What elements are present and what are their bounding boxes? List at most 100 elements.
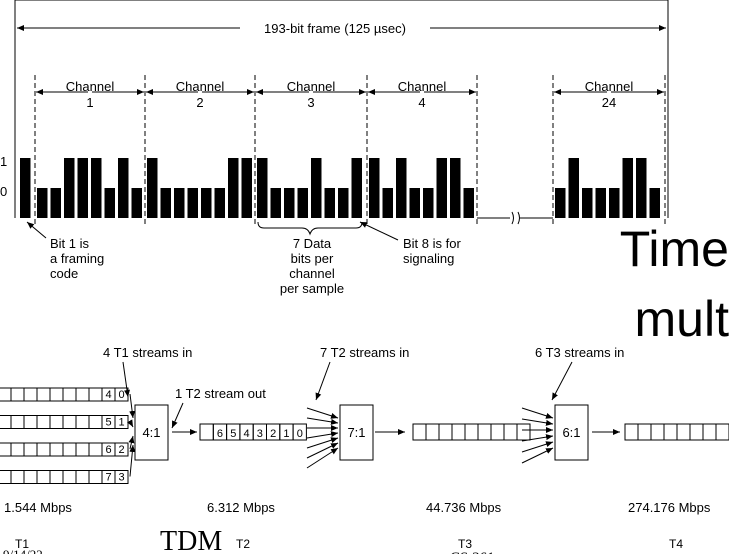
cell	[650, 423, 665, 441]
label: T3	[458, 537, 472, 551]
bit-bar	[297, 188, 308, 218]
label: 1	[118, 417, 124, 429]
cell	[75, 470, 90, 484]
label: 7:1	[347, 425, 365, 440]
bit-bar	[450, 158, 461, 218]
cell	[477, 423, 492, 441]
cell	[88, 470, 103, 484]
cell	[10, 387, 25, 402]
bit-bar	[257, 158, 268, 218]
cell	[0, 470, 12, 484]
cell	[75, 387, 90, 402]
cell	[23, 415, 38, 429]
label: TDM	[160, 526, 222, 554]
label: a framing	[50, 251, 104, 266]
bit-bar	[396, 158, 407, 218]
mask	[281, 78, 341, 88]
cell	[23, 387, 38, 402]
label: 1.544 Mbps	[4, 500, 72, 515]
bit-bar	[201, 188, 212, 218]
cell	[62, 387, 77, 402]
label: 2	[270, 428, 276, 440]
label: 1	[283, 428, 289, 440]
cell	[75, 415, 90, 429]
label: Channel	[287, 79, 336, 94]
cell	[0, 442, 12, 457]
bit-bar	[382, 188, 393, 218]
line	[306, 437, 339, 449]
cell	[10, 415, 25, 429]
cell	[438, 423, 453, 441]
cell	[23, 470, 38, 484]
cell	[0, 415, 12, 429]
label: Bit 8 is for	[403, 236, 461, 251]
cell	[88, 415, 103, 429]
mask	[60, 78, 120, 88]
line	[521, 418, 554, 426]
brace	[257, 221, 363, 236]
bit-bar	[369, 158, 380, 218]
label: 4:1	[142, 425, 160, 440]
line	[521, 441, 554, 453]
line	[306, 417, 339, 425]
mask	[579, 78, 639, 88]
line	[306, 431, 339, 439]
label: 4 T1 streams in	[103, 345, 192, 360]
label: 1	[86, 95, 93, 110]
line	[171, 402, 184, 429]
label: channel	[289, 266, 335, 281]
bit-bar	[187, 188, 198, 218]
cell	[715, 423, 729, 441]
cell	[676, 423, 691, 441]
cell	[451, 423, 466, 441]
label: 44.736 Mbps	[426, 500, 502, 515]
bit-bar	[50, 188, 61, 218]
bit-bar	[351, 158, 362, 218]
cell	[88, 442, 103, 457]
label: 6	[217, 428, 223, 440]
cell	[689, 423, 704, 441]
cell	[49, 387, 64, 402]
bit-bar	[311, 158, 322, 218]
label: 2	[118, 444, 124, 456]
bit-bar	[555, 188, 566, 218]
cell	[62, 442, 77, 457]
bit-bar	[582, 188, 593, 218]
label: 2	[196, 95, 203, 110]
bit-bar	[338, 188, 349, 218]
line	[129, 393, 136, 419]
label: 9/14/22	[3, 547, 43, 554]
label: Time	[620, 221, 729, 277]
cell	[36, 387, 51, 402]
cell	[36, 442, 51, 457]
label: Channel	[585, 79, 634, 94]
bit-bar	[64, 158, 75, 218]
line	[521, 407, 554, 419]
cell	[412, 423, 427, 441]
bit-bar	[214, 188, 225, 218]
line	[26, 221, 47, 239]
label: 4	[105, 389, 111, 401]
label: 3	[257, 428, 263, 440]
label: 274.176 Mbps	[628, 500, 711, 515]
bit-bar	[241, 158, 252, 218]
label: 3	[307, 95, 314, 110]
cell	[36, 470, 51, 484]
bit-bar	[649, 188, 660, 218]
break	[477, 211, 553, 225]
label: 6:1	[562, 425, 580, 440]
cell	[114, 470, 129, 484]
bit-bar	[131, 188, 142, 218]
label: 4	[418, 95, 425, 110]
bit-bar	[20, 158, 31, 218]
label: bits per	[291, 251, 334, 266]
label: 6	[105, 444, 111, 456]
cell	[10, 470, 25, 484]
line	[315, 361, 331, 401]
line	[306, 407, 339, 419]
cell	[425, 423, 440, 441]
mux	[554, 404, 589, 461]
cell	[10, 442, 25, 457]
bit-bar	[436, 158, 447, 218]
label: T4	[669, 537, 683, 551]
